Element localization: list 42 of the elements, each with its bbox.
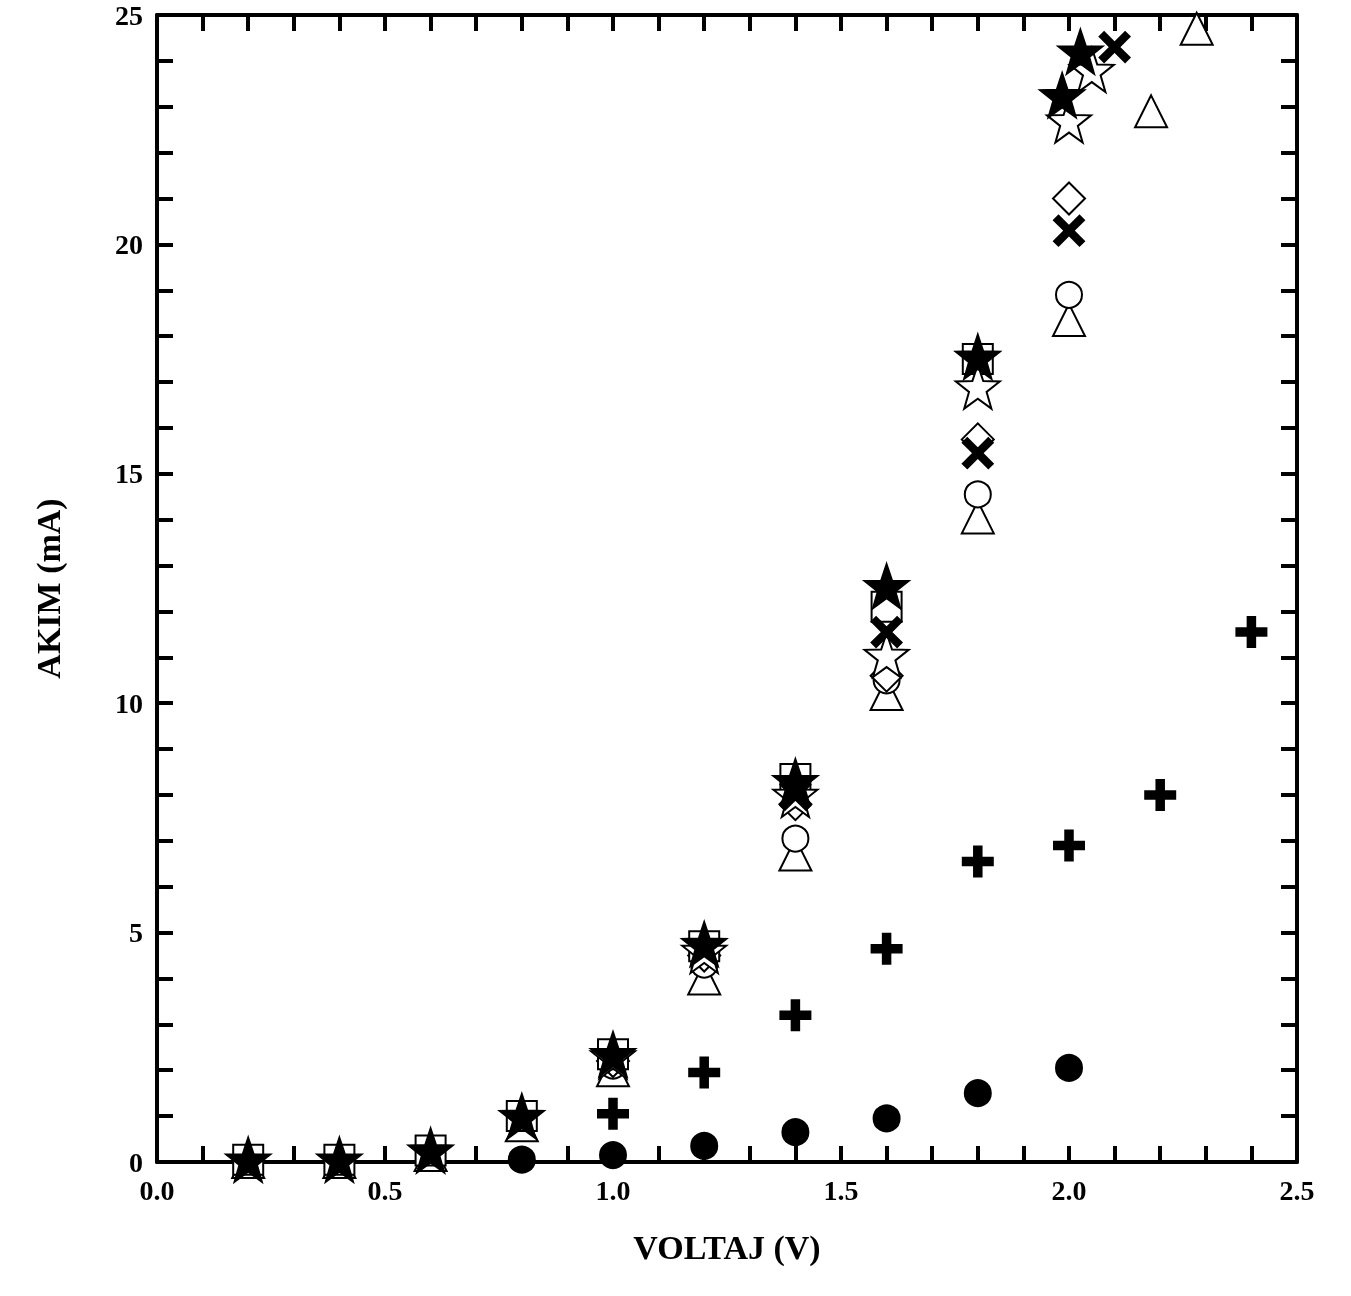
x-axis-title: VOLTAJ (V)	[633, 1228, 821, 1267]
point	[963, 480, 992, 509]
x-tick-label: 1.5	[823, 1174, 859, 1206]
point	[1144, 778, 1177, 811]
point	[963, 1079, 992, 1108]
point	[1235, 616, 1268, 649]
x-tick-label: 1.0	[595, 1174, 631, 1206]
point	[1052, 181, 1086, 216]
point	[870, 932, 903, 965]
point	[961, 437, 994, 470]
point	[1179, 11, 1214, 46]
y-tick-label: 25	[115, 0, 143, 31]
point	[681, 921, 728, 968]
point	[779, 999, 812, 1032]
x-tick-label: 2.5	[1279, 1174, 1315, 1206]
point	[772, 758, 819, 805]
point	[1039, 72, 1086, 119]
y-tick-label: 10	[115, 687, 143, 719]
point	[872, 1104, 901, 1133]
y-tick-label: 20	[115, 228, 143, 260]
point	[1055, 280, 1083, 309]
x-tick-label: 2.0	[1051, 1174, 1087, 1206]
point	[870, 616, 903, 649]
point	[781, 824, 810, 853]
point	[597, 1097, 629, 1130]
point	[781, 1118, 810, 1147]
point	[599, 1141, 627, 1170]
point	[688, 1056, 721, 1089]
point	[1134, 94, 1169, 129]
point	[863, 563, 910, 610]
y-tick-label: 5	[129, 917, 143, 949]
y-tick-label: 15	[115, 458, 143, 490]
point	[1098, 31, 1131, 64]
point	[1053, 214, 1085, 247]
point	[1055, 1053, 1083, 1082]
point	[498, 1093, 545, 1140]
point	[1053, 829, 1085, 862]
x-tick-label: 0.5	[367, 1174, 403, 1206]
point	[690, 1131, 719, 1160]
y-axis-title: AKIM (mA)	[29, 498, 68, 679]
point	[961, 845, 994, 878]
point	[507, 1145, 536, 1174]
